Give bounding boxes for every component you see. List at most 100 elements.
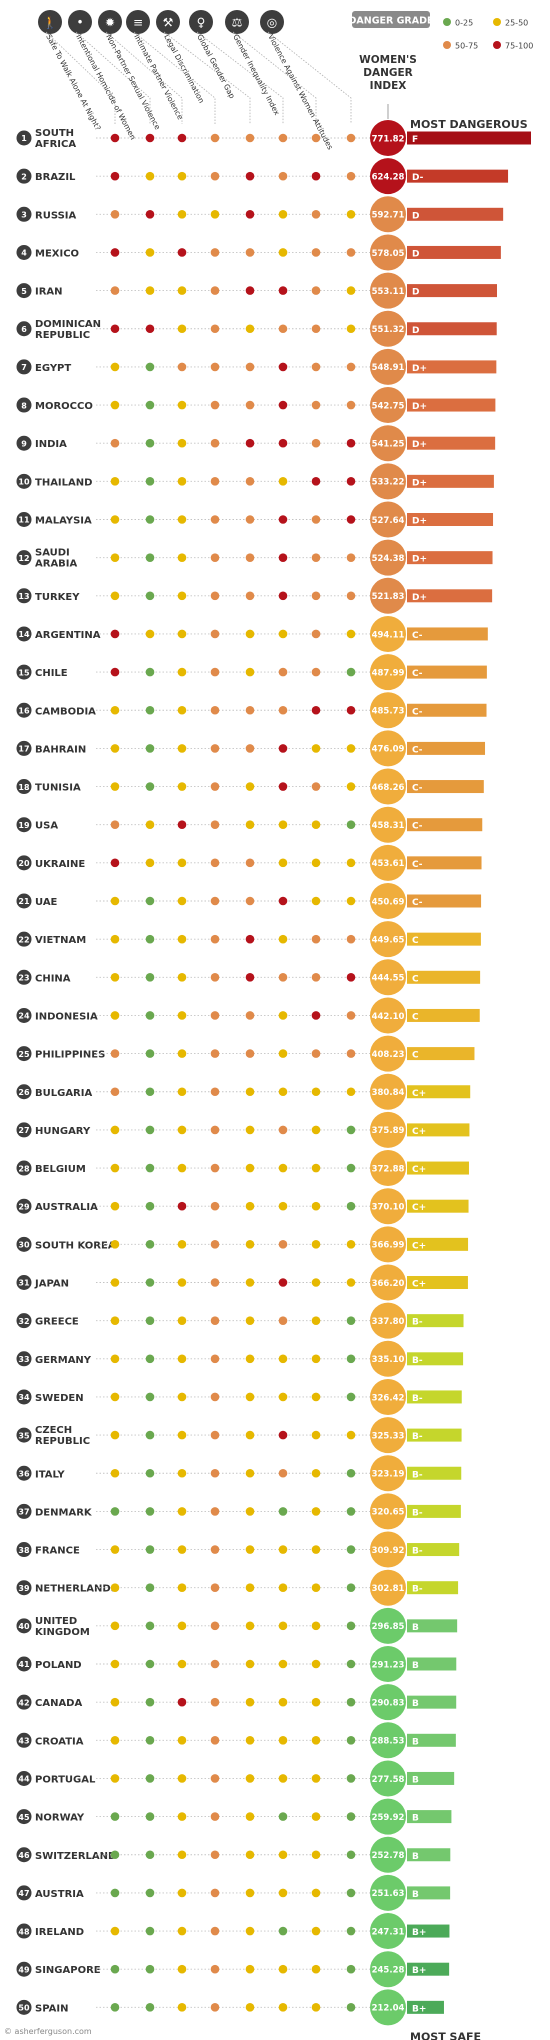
grade-bar: [407, 1848, 451, 1862]
country-name: ITALY: [35, 1469, 65, 1480]
category-dot: [245, 934, 255, 944]
category-dot: [278, 1087, 288, 1097]
index-value: 259.92: [372, 1813, 405, 1823]
category-dot: [210, 1163, 220, 1173]
category-dot: [311, 1888, 321, 1898]
rank-number: 43: [18, 1737, 29, 1746]
category-dot: [278, 591, 288, 601]
grade-bar: [407, 1390, 462, 1404]
category-dot: [311, 820, 321, 829]
category-dot: [346, 1240, 356, 1249]
gavel-icon-glyph: ⚒: [163, 16, 174, 30]
grade-bar: [407, 1771, 455, 1785]
category-dot: [278, 1659, 288, 1669]
category-dot: [245, 553, 255, 562]
category-dot: [311, 1087, 321, 1097]
category-dot: [145, 210, 155, 219]
index-circle: [370, 1836, 406, 1873]
category-dot: [145, 1468, 155, 1478]
category-dot: [210, 1354, 220, 1364]
grade-label: B: [412, 1814, 419, 1824]
country-name: REPUBLIC: [35, 1436, 90, 1447]
category-dot: [278, 858, 288, 868]
category-dot: [346, 553, 356, 562]
rank-badge: [16, 855, 32, 871]
category-dot: [145, 1316, 155, 1325]
category-dot: [245, 400, 255, 410]
country-name: PHILIPPINES: [35, 1050, 105, 1061]
rank-number: 34: [18, 1393, 30, 1402]
category-dot: [210, 1507, 220, 1516]
category-dot: [210, 133, 220, 143]
category-dot: [145, 705, 155, 715]
country-name: POLAND: [35, 1660, 82, 1671]
category-dot: [278, 1392, 288, 1402]
category-dot: [245, 1812, 255, 1821]
rank-number: 30: [18, 1241, 30, 1250]
category-dot: [177, 1812, 187, 1821]
country-name: TUNISIA: [35, 783, 81, 794]
category-dot: [110, 858, 120, 868]
category-dot: [311, 210, 321, 219]
country-name: NORWAY: [35, 1813, 85, 1824]
category-dot: [278, 1125, 288, 1135]
grade-bar: [407, 1237, 469, 1251]
rank-badge: [16, 664, 32, 680]
index-value: 449.65: [372, 935, 405, 945]
category-dot: [346, 1621, 356, 1631]
rank-number: 39: [18, 1584, 30, 1593]
rank-number: 33: [18, 1355, 29, 1364]
country-name: PORTUGAL: [35, 1774, 96, 1785]
table-row: 21 UAE C- 450.69: [16, 883, 482, 919]
grade-bar: [407, 627, 488, 641]
table-row: 26 BULGARIA C+ 380.84: [16, 1073, 471, 1110]
category-dot: [177, 171, 187, 181]
category-dot: [278, 1736, 288, 1745]
grade-label: C-: [412, 669, 423, 679]
scale-icon-glyph: ⚖: [232, 16, 243, 30]
grade-label: D: [412, 288, 419, 298]
category-dot: [346, 1850, 356, 1860]
category-dot: [145, 1011, 155, 1020]
rank-badge: [16, 168, 32, 184]
index-circle: [370, 1264, 406, 1301]
index-value: 251.63: [372, 1889, 405, 1899]
index-circle: [370, 1874, 406, 1911]
legend-title-box: [352, 11, 430, 28]
grade-label: C+: [412, 1203, 426, 1213]
country-name: DENMARK: [35, 1507, 93, 1518]
grade-bar: [407, 1047, 475, 1061]
grade-label: C-: [412, 898, 423, 908]
table-row: 3 RUSSIA D 592.71: [16, 196, 504, 233]
category-dot: [278, 667, 288, 677]
category-dot: [311, 1621, 321, 1631]
category-dot: [177, 591, 187, 601]
category-dot: [278, 934, 288, 944]
table-row: 43 CROATIA B 288.53: [16, 1722, 456, 1759]
category-dot: [311, 1507, 321, 1516]
category-dot: [346, 667, 356, 677]
category-dot: [311, 286, 321, 295]
country-name: CAMBODIA: [35, 706, 96, 717]
country-name: EGYPT: [35, 363, 71, 374]
category-dot: [110, 629, 120, 639]
category-dot: [145, 324, 155, 334]
rank-number: 14: [18, 630, 30, 639]
index-value: 468.26: [372, 783, 405, 793]
category-dot: [311, 629, 321, 639]
category-dot: [210, 1049, 220, 1058]
rank-number: 45: [18, 1813, 30, 1822]
category-dot: [311, 515, 321, 524]
category-dot: [278, 1354, 288, 1364]
category-dot: [177, 400, 187, 410]
grade-label: B+: [412, 1928, 426, 1938]
rank-number: 40: [18, 1622, 30, 1631]
index-circle: [370, 120, 406, 156]
index-value: 487.99: [372, 668, 405, 678]
grade-bar: [407, 1924, 450, 1938]
category-dot: [110, 1354, 120, 1364]
document-icon-glyph: ≡: [133, 16, 143, 30]
